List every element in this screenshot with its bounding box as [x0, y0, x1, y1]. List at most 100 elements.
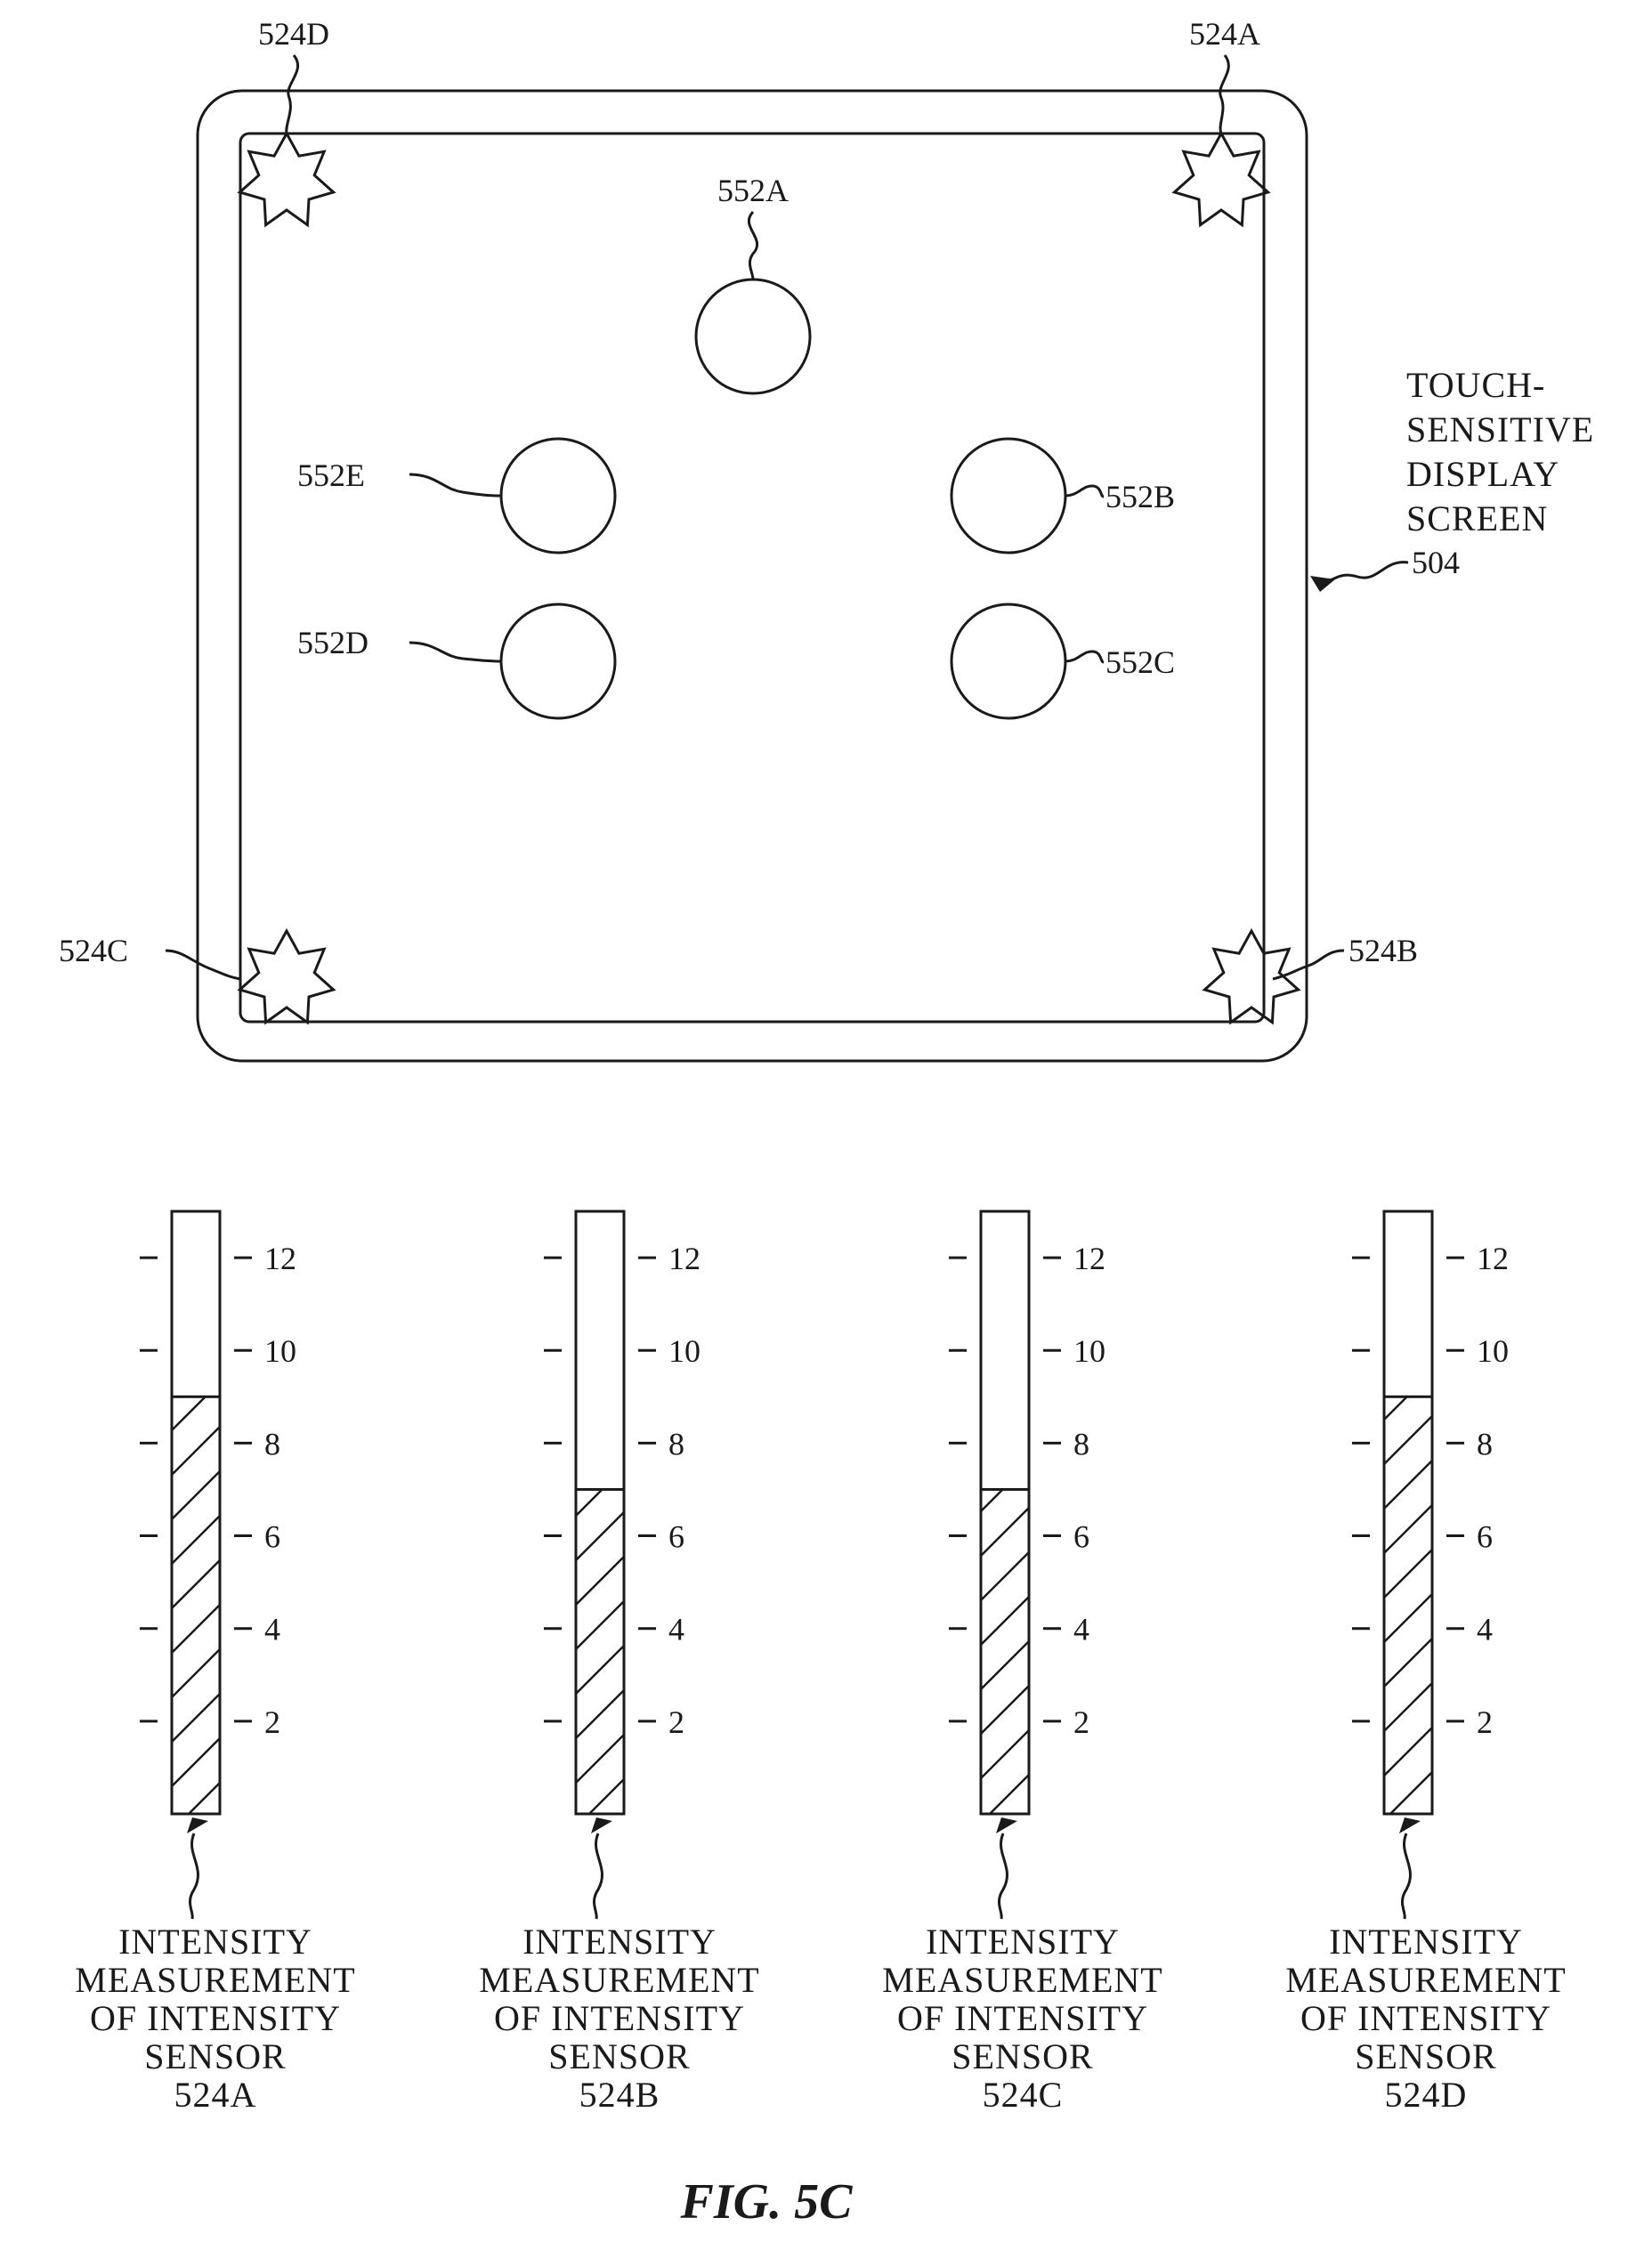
device-leader-line: [1322, 562, 1408, 583]
contact-leader-552D: [409, 643, 501, 661]
bar-fill: [1384, 1396, 1432, 1814]
contact-leader-552E: [409, 474, 501, 496]
tick-label: 12: [264, 1241, 296, 1276]
bar-arrowhead: [1399, 1817, 1421, 1833]
contact-leader-552A: [749, 212, 757, 279]
bar-arrowhead: [187, 1817, 208, 1833]
caption-line: SENSOR: [548, 2036, 690, 2076]
contact-552B: [952, 439, 1065, 553]
bar-caption-524A: INTENSITY MEASUREMENT OF INTENSITY SENSO…: [75, 1922, 355, 2115]
caption-sensor-id: 524A: [174, 2075, 257, 2115]
caption-line: INTENSITY: [118, 1922, 312, 1962]
sensor-star-524A: [1174, 134, 1267, 225]
tick-label: 2: [1073, 1704, 1089, 1740]
tick-label: 2: [668, 1704, 684, 1740]
tick-label: 2: [264, 1704, 280, 1740]
intensity-bar-524C: 2 4 6 8 10 12: [949, 1211, 1105, 1919]
bar-captions: INTENSITY MEASUREMENT OF INTENSITY SENSO…: [75, 1922, 1566, 2115]
caption-line: INTENSITY: [1329, 1922, 1523, 1962]
tick-label: 10: [1073, 1333, 1105, 1369]
tick-label: 4: [1477, 1612, 1493, 1647]
tick-label: 4: [264, 1612, 280, 1647]
contact-552A: [696, 279, 810, 393]
sensor-leader-524A: [1220, 55, 1229, 134]
intensity-bar-524D: 2 4 6 8 10 12: [1352, 1211, 1509, 1919]
sensor-leader-524D: [287, 55, 298, 134]
tick-label: 10: [264, 1333, 296, 1369]
tick-label: 6: [668, 1519, 684, 1555]
bar-leader-line: [1402, 1833, 1410, 1919]
tick-label: 4: [1073, 1612, 1089, 1647]
contact-leader-552C: [1065, 652, 1104, 662]
bar-leader-line: [190, 1833, 198, 1919]
bar-arrowhead: [591, 1817, 612, 1833]
caption-line: OF INTENSITY: [1300, 1998, 1551, 2038]
touch-contacts: 552A 552B 552C 552D 552E: [297, 173, 1175, 718]
device-label-line: SENSITIVE: [1406, 409, 1594, 449]
bar-arrowhead: [996, 1817, 1017, 1833]
touch-sensitive-display-device: [198, 91, 1307, 1061]
tick-label: 2: [1477, 1704, 1493, 1740]
caption-sensor-id: 524D: [1385, 2075, 1468, 2115]
device-label-line: TOUCH-: [1406, 365, 1545, 405]
contact-label-552D: 552D: [297, 625, 368, 660]
tick-label: 6: [1073, 1519, 1089, 1555]
intensity-bar-524B: 2 4 6 8 10 12: [544, 1211, 700, 1919]
device-label-line: DISPLAY: [1406, 454, 1559, 494]
caption-line: OF INTENSITY: [90, 1998, 341, 2038]
caption-line: OF INTENSITY: [494, 1998, 745, 2038]
bar-caption-524B: INTENSITY MEASUREMENT OF INTENSITY SENSO…: [479, 1922, 759, 2115]
tick-label: 6: [264, 1519, 280, 1555]
bar-caption-524D: INTENSITY MEASUREMENT OF INTENSITY SENSO…: [1285, 1922, 1566, 2115]
caption-line: INTENSITY: [926, 1922, 1120, 1962]
contact-label-552A: 552A: [717, 173, 789, 208]
sensor-label-524C: 524C: [59, 933, 128, 968]
sensor-star-524D: [239, 134, 333, 225]
tick-label: 12: [1477, 1241, 1509, 1276]
tick-label: 12: [668, 1241, 700, 1276]
tick-label: 8: [668, 1426, 684, 1461]
sensor-label-524A: 524A: [1189, 16, 1260, 52]
sensor-labels: 524A 524B 524C 524D: [59, 16, 1418, 979]
caption-line: INTENSITY: [522, 1922, 717, 1962]
sensor-label-524D: 524D: [258, 16, 329, 52]
contact-552C: [952, 604, 1065, 718]
contact-552D: [501, 604, 615, 718]
contact-leader-552B: [1065, 486, 1104, 497]
device-outer-frame: [198, 91, 1307, 1061]
caption-line: SENSOR: [952, 2036, 1093, 2076]
bar-leader-line: [594, 1833, 602, 1919]
tick-label: 8: [1073, 1426, 1089, 1461]
caption-line: SENSOR: [1355, 2036, 1496, 2076]
sensor-star-524C: [239, 931, 333, 1023]
bar-fill: [172, 1396, 220, 1814]
device-label-line: SCREEN: [1406, 498, 1548, 538]
contact-552E: [501, 439, 615, 553]
caption-sensor-id: 524C: [983, 2075, 1064, 2115]
bar-fill: [576, 1489, 624, 1814]
sensor-leader-524C: [166, 951, 240, 979]
caption-line: SENSOR: [144, 2036, 286, 2076]
caption-line: MEASUREMENT: [882, 1960, 1162, 2000]
intensity-bar-524A: 2 4 6 8 10 12: [140, 1211, 296, 1919]
tick-label: 8: [264, 1426, 280, 1461]
figure-label: FIG. 5C: [680, 2174, 854, 2230]
device-reference-number: 504: [1412, 545, 1460, 580]
contact-label-552B: 552B: [1105, 479, 1175, 514]
tick-label: 8: [1477, 1426, 1493, 1461]
tick-label: 10: [1477, 1333, 1509, 1369]
intensity-bar-charts: 2 4 6 8 10 12 2 4 6 8 10 12 2 4 6 8 10 12 2 4 6 8 10 12: [140, 1211, 1509, 1919]
tick-label: 10: [668, 1333, 700, 1369]
contact-label-552C: 552C: [1105, 644, 1175, 680]
tick-label: 4: [668, 1612, 684, 1647]
tick-label: 6: [1477, 1519, 1493, 1555]
caption-line: MEASUREMENT: [479, 1960, 759, 2000]
intensity-sensors: [239, 134, 1298, 1023]
tick-label: 12: [1073, 1241, 1105, 1276]
bar-caption-524C: INTENSITY MEASUREMENT OF INTENSITY SENSO…: [882, 1922, 1162, 2115]
sensor-label-524B: 524B: [1348, 933, 1418, 968]
bar-fill: [981, 1489, 1029, 1814]
device-label: TOUCH- SENSITIVE DISPLAY SCREEN 504: [1310, 365, 1594, 592]
